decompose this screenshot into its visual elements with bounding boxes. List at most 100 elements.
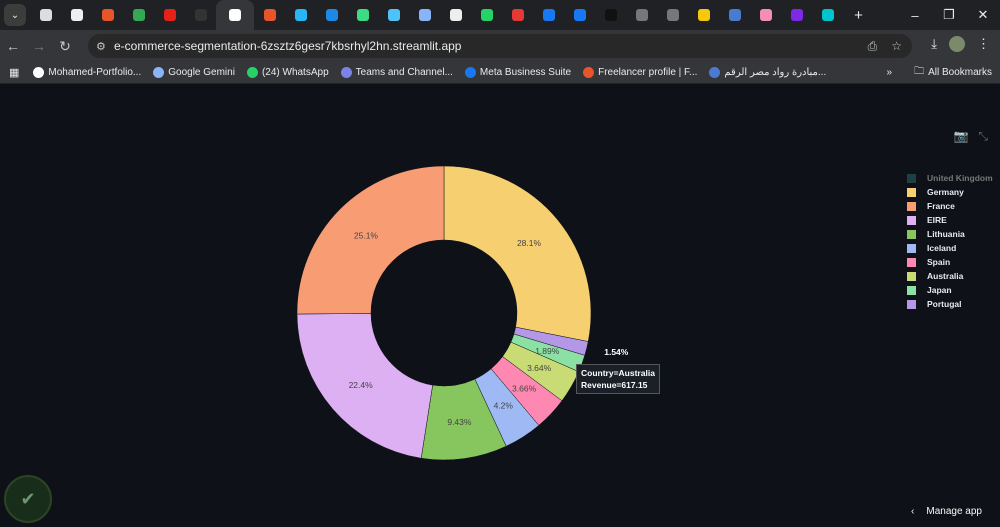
install-app-icon[interactable]: ⎙	[867, 38, 878, 53]
browser-tab[interactable]	[285, 0, 316, 30]
download-icon[interactable]: ⤓	[931, 36, 937, 51]
browser-tab[interactable]	[154, 0, 185, 30]
bookmark-label: Freelancer profile | F...	[598, 67, 698, 78]
browser-tab[interactable]	[564, 0, 595, 30]
legend-swatch	[907, 257, 916, 267]
browser-tab[interactable]	[378, 0, 409, 30]
slice-label: 3.66%	[512, 383, 537, 393]
browser-tab[interactable]	[595, 0, 626, 30]
browser-tab[interactable]	[657, 0, 688, 30]
new-tab-button[interactable]: +	[854, 6, 863, 24]
legend-item[interactable]: France	[907, 199, 993, 213]
site-info-icon[interactable]: ⚙	[96, 40, 106, 53]
bookmark-item[interactable]: (24) WhatsApp	[246, 67, 329, 78]
slice-germany[interactable]	[443, 165, 592, 342]
maximize-button[interactable]: ❐	[943, 7, 955, 22]
bookmark-item[interactable]: Mohamed-Portfolio...	[33, 67, 141, 78]
chevron-down-icon: ⌄	[10, 9, 20, 21]
browser-tab[interactable]	[254, 0, 285, 30]
bookmark-star-icon[interactable]: ☆	[891, 38, 902, 53]
meta-icon	[542, 9, 555, 21]
camera-icon[interactable]: 📷	[953, 129, 969, 143]
hover-tooltip: Country=Australia Revenue=617.15	[576, 364, 660, 394]
freelancer-icon	[101, 9, 114, 21]
browser-tab[interactable]	[471, 0, 502, 30]
legend-swatch	[907, 215, 916, 225]
bookmark-label: (24) WhatsApp	[261, 67, 329, 78]
legend-item[interactable]: Iceland	[907, 241, 993, 255]
browser-tab[interactable]	[30, 0, 61, 30]
openai-icon	[39, 9, 52, 21]
legend-label: Australia	[927, 271, 964, 281]
browser-tab[interactable]	[533, 0, 564, 30]
bookmark-item[interactable]: Google Gemini	[153, 67, 235, 78]
slice-eire[interactable]	[296, 313, 433, 459]
legend-item[interactable]: Spain	[907, 255, 993, 269]
browser-tab[interactable]	[92, 0, 123, 30]
browser-tab[interactable]	[409, 0, 440, 30]
reload-button[interactable]: ↻	[59, 37, 71, 54]
apps-grid-icon[interactable]: ▦	[9, 67, 20, 79]
browser-tab[interactable]	[502, 0, 533, 30]
browser-tab[interactable]	[61, 0, 92, 30]
legend-item[interactable]: Japan	[907, 283, 993, 297]
browser-tab[interactable]	[626, 0, 657, 30]
chevron-left-icon: ‹	[911, 506, 915, 517]
minimize-button[interactable]: –	[911, 7, 919, 23]
circle-icon	[294, 9, 307, 21]
browser-tab[interactable]	[185, 0, 216, 30]
legend-label: Japan	[927, 285, 952, 295]
browser-tab[interactable]	[750, 0, 781, 30]
infinity-icon	[511, 9, 524, 21]
menu-icon[interactable]: ⋮	[977, 36, 990, 51]
streamlit-icon	[229, 9, 241, 21]
browser-tab[interactable]	[719, 0, 750, 30]
rowad-icon	[709, 67, 721, 78]
browser-tab[interactable]	[781, 0, 812, 30]
whatsapp-icon	[246, 67, 258, 78]
manage-app-button[interactable]: ‹ Manage app	[911, 506, 982, 517]
all-bookmarks[interactable]: 🗀 All Bookmarks	[914, 64, 992, 81]
url-text: e-commerce-segmentation-6zsztz6gesr7kbsr…	[114, 39, 462, 53]
legend-swatch	[907, 243, 916, 253]
forward-button[interactable]: →	[32, 38, 46, 54]
close-window-button[interactable]: ✕	[977, 7, 989, 22]
bookmark-item[interactable]: Meta Business Suite	[464, 67, 571, 78]
legend-item[interactable]: Australia	[907, 269, 993, 283]
legend-item[interactable]: Portugal	[907, 297, 993, 311]
teams-icon	[340, 67, 352, 78]
slice-label: 1.54%	[604, 347, 629, 357]
browser-tab[interactable]	[316, 0, 347, 30]
plot-modebar: 📷 ⤡	[953, 129, 988, 144]
legend-label: Germany	[927, 187, 964, 197]
bookmark-item[interactable]: مبادرة رواد مصر الرقم...	[709, 67, 826, 78]
browser-tab[interactable]	[812, 0, 843, 30]
legend-label: Spain	[927, 257, 951, 267]
legend-swatch	[907, 173, 916, 183]
tooltip-country: Country=Australia	[581, 368, 655, 378]
browser-tab[interactable]	[123, 0, 154, 30]
bookmark-item[interactable]: Freelancer profile | F...	[583, 67, 697, 78]
bookmark-item[interactable]: Teams and Channel...	[340, 67, 453, 78]
legend-item[interactable]: EIRE	[907, 213, 993, 227]
browser-tab[interactable]	[216, 0, 254, 30]
browser-tab[interactable]	[347, 0, 378, 30]
z-icon	[70, 9, 83, 21]
tab-search-button[interactable]: ⌄	[4, 4, 26, 26]
globe-icon	[666, 9, 679, 21]
bookmarks-bar: ▦ Mohamed-Portfolio... Google Gemini (24) …	[0, 62, 1000, 84]
more-bookmarks-icon[interactable]: »	[886, 67, 892, 78]
autoscale-icon[interactable]: ⤡	[978, 129, 988, 143]
app-icon	[325, 9, 338, 21]
canva-icon	[821, 9, 834, 21]
browser-tab[interactable]	[688, 0, 719, 30]
legend-item[interactable]: United Kingdom	[907, 171, 993, 185]
profile-avatar[interactable]	[949, 36, 965, 52]
slice-label: 28.1%	[517, 238, 542, 248]
back-button[interactable]: ←	[6, 38, 20, 54]
address-bar[interactable]: ⚙ e-commerce-segmentation-6zsztz6gesr7kb…	[88, 34, 912, 58]
bookmark-label: Google Gemini	[168, 67, 235, 78]
legend-item[interactable]: Lithuania	[907, 227, 993, 241]
legend-item[interactable]: Germany	[907, 185, 993, 199]
browser-tab[interactable]	[440, 0, 471, 30]
